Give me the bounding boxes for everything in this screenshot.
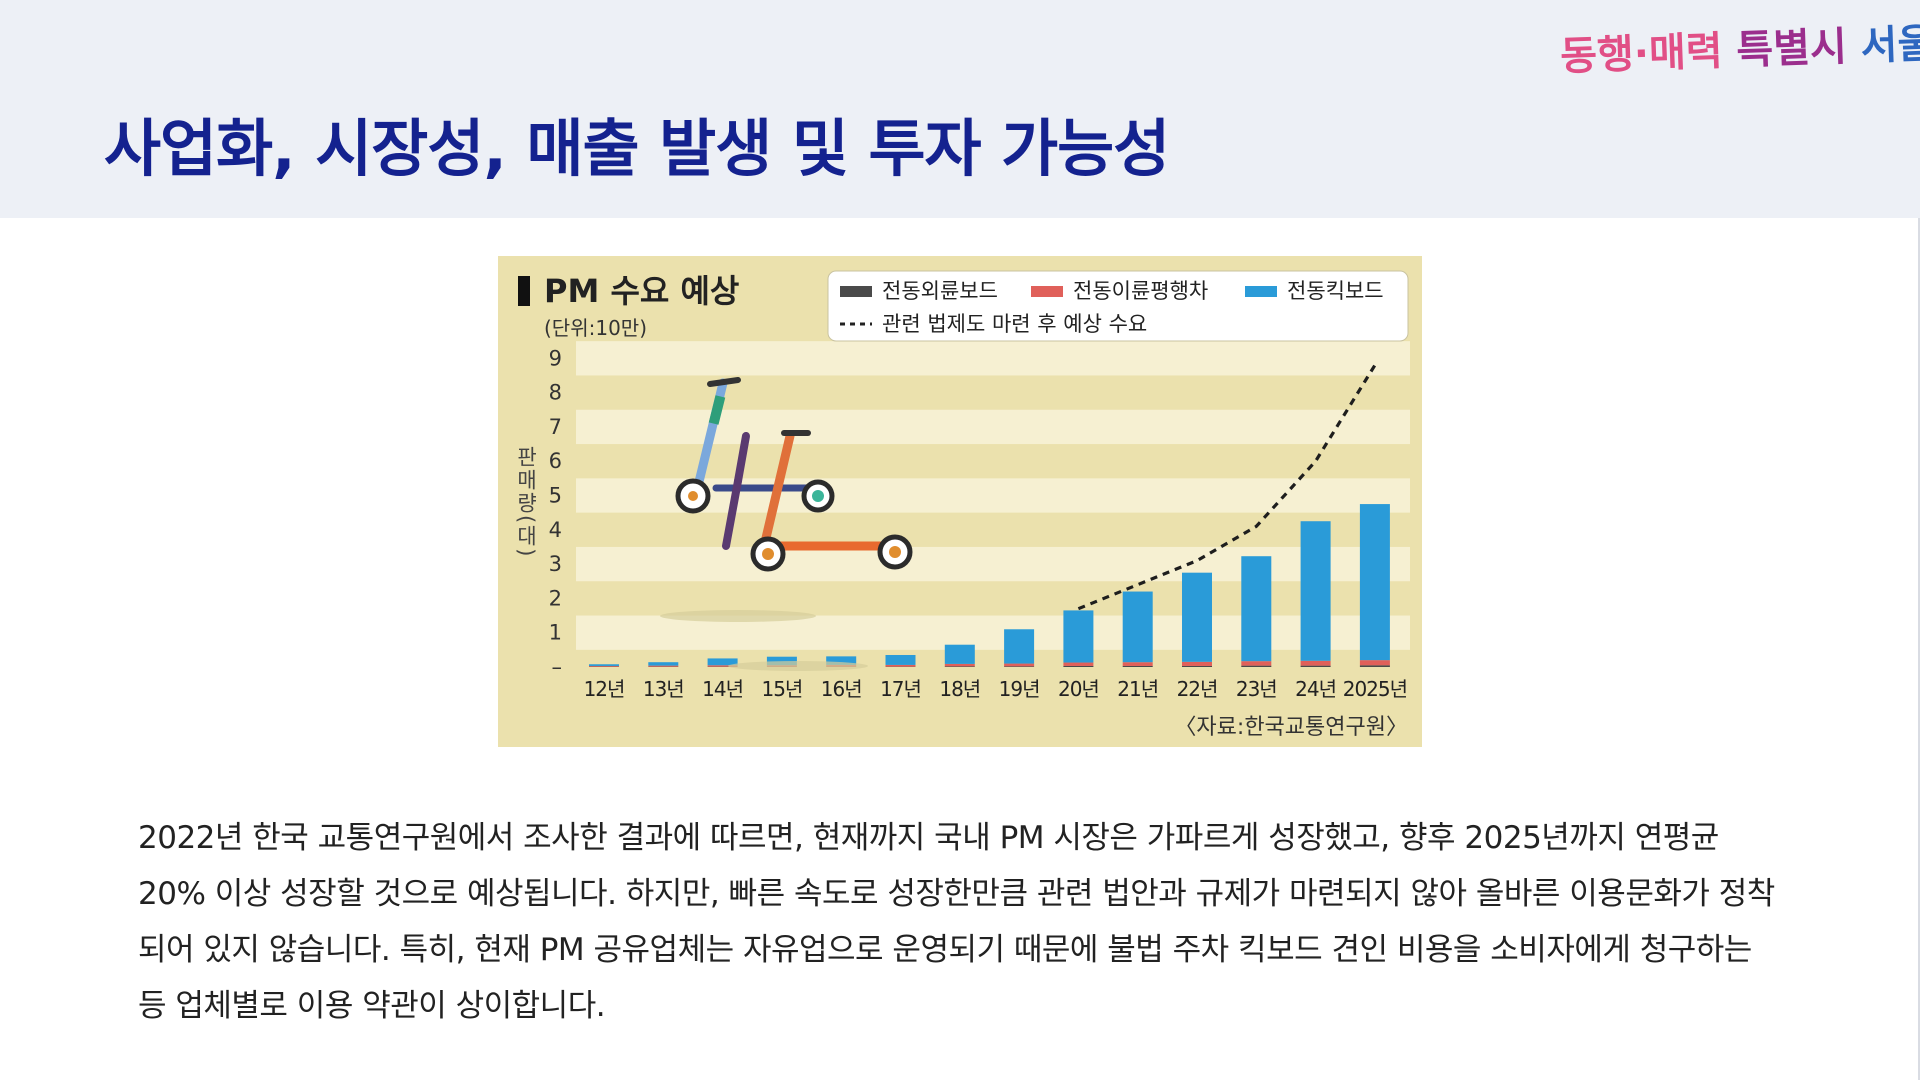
- chart-source: 〈자료:한국교통연구원〉: [1174, 715, 1408, 740]
- bar-segment: [1241, 556, 1272, 662]
- legend-label: 전동이륜평행차: [1073, 279, 1208, 303]
- y-tick-label: 1: [549, 621, 562, 645]
- bar-segment: [944, 663, 975, 667]
- bar-segment: [1122, 591, 1153, 663]
- x-ticks: 12년 13년 14년 15년 16년 17년 18년 19년 20년 21년 22년 23년 24년 2…: [584, 677, 1408, 701]
- legend-label: 관련 법제도 마련 후 예상 수요: [882, 312, 1147, 336]
- y-tick-label: 4: [549, 518, 562, 542]
- grid-band: [576, 341, 1410, 376]
- logo-part: 서울: [1859, 20, 1920, 70]
- bar-segment: [707, 665, 738, 667]
- x-tick-label: 14년: [702, 677, 743, 701]
- bar-segment: [648, 665, 679, 667]
- kick-scooter-icon: [722, 430, 913, 671]
- y-tick-label: 9: [549, 346, 562, 370]
- x-tick-label: 21년: [1117, 677, 1158, 701]
- x-tick-label: 12년: [584, 677, 625, 701]
- bar-segment: [1359, 504, 1390, 661]
- bar-segment: [1359, 665, 1390, 667]
- chart-title: PM 수요 예상: [544, 272, 739, 310]
- header-band: [0, 0, 1920, 218]
- x-tick-label: 13년: [643, 677, 684, 701]
- bar-segment: [1300, 521, 1331, 661]
- bar-segment: [1182, 572, 1212, 662]
- page-edge: [1918, 218, 1920, 1080]
- bar-segment: [589, 664, 619, 666]
- bar-segment: [826, 656, 857, 665]
- bar-segment: [944, 644, 975, 664]
- x-tick-label: 15년: [761, 677, 802, 701]
- bar-segment: [1004, 629, 1035, 664]
- x-tick-label: 2025년: [1343, 677, 1407, 701]
- x-tick-label: 20년: [1058, 677, 1099, 701]
- seoul-logo: 동행·매력 특별시 서울: [1559, 12, 1920, 82]
- bar-segment: [766, 656, 797, 666]
- bar-segment: [1359, 660, 1390, 666]
- x-tick-label: 18년: [939, 677, 980, 701]
- bar-segment: [944, 666, 975, 667]
- x-tick-label: 24년: [1295, 677, 1336, 701]
- y-axis-label: 판매량(대): [514, 446, 538, 558]
- chart-canvas: PM 수요 예상 (단위:10만) 판매량(대) 전동외륜보드 전동이륜평행차 …: [514, 270, 1410, 740]
- bar-segment: [1182, 665, 1212, 667]
- chart-subtitle: (단위:10만): [544, 316, 647, 340]
- legend: 전동외륜보드 전동이륜평행차 전동킥보드 관련 법제도 마련 후 예상 수요: [827, 270, 1409, 342]
- legend-swatch-dark: [840, 286, 872, 297]
- grid-band: [576, 478, 1410, 513]
- bar-segment: [648, 662, 679, 666]
- bar-segment: [707, 658, 738, 666]
- y-ticks: – 1 2 3 4 5 6 7 8 9: [549, 346, 562, 679]
- bar-segment: [1122, 665, 1153, 667]
- grid-band: [576, 546, 1410, 582]
- bar-segment: [1300, 665, 1331, 667]
- x-tick-label: 23년: [1236, 677, 1277, 701]
- projection-line: [1077, 364, 1377, 611]
- y-tick-label: 3: [549, 552, 562, 576]
- bar-segment: [1063, 665, 1094, 667]
- legend-label: 전동킥보드: [1287, 279, 1384, 303]
- bar-segment: [1004, 663, 1035, 667]
- bars: [589, 504, 1390, 667]
- bar-segment: [885, 654, 916, 665]
- pm-demand-chart: PM 수요 예상 (단위:10만) 판매량(대) 전동외륜보드 전동이륜평행차 …: [498, 256, 1422, 747]
- bar-segment: [885, 664, 916, 667]
- title-marker: [518, 276, 530, 306]
- bar-segment: [1063, 610, 1094, 663]
- page-title: 사업화, 시장성, 매출 발생 및 투자 가능성: [104, 112, 1170, 185]
- grid-band: [576, 409, 1410, 445]
- legend-label: 전동외륜보드: [882, 279, 998, 303]
- y-tick-label: 8: [549, 381, 562, 405]
- logo-part: 특별시: [1721, 24, 1848, 75]
- bar-segment: [1182, 661, 1212, 666]
- y-tick-label: 5: [549, 484, 562, 508]
- bar-segment: [1004, 666, 1035, 667]
- logo-part: 동행·매력: [1559, 28, 1724, 80]
- legend-swatch-red: [1031, 286, 1063, 297]
- y-tick-label: –: [552, 655, 563, 679]
- y-tick-label: 7: [549, 415, 562, 439]
- bar-segment: [1063, 662, 1094, 666]
- bar-segment: [589, 665, 619, 667]
- bar-segment: [1241, 665, 1272, 667]
- bar-segment: [1122, 662, 1153, 666]
- y-tick-label: 2: [549, 586, 562, 610]
- x-tick-label: 19년: [999, 677, 1040, 701]
- x-tick-label: 22년: [1177, 677, 1218, 701]
- body-paragraph: 2022년 한국 교통연구원에서 조사한 결과에 따르면, 현재까지 국내 PM…: [138, 820, 1775, 1024]
- x-tick-label: 16년: [821, 677, 862, 701]
- bar-segment: [1241, 661, 1272, 666]
- legend-swatch-blue: [1245, 286, 1277, 297]
- bar-segment: [1300, 660, 1331, 666]
- x-tick-label: 17년: [880, 677, 921, 701]
- y-tick-label: 6: [549, 449, 562, 473]
